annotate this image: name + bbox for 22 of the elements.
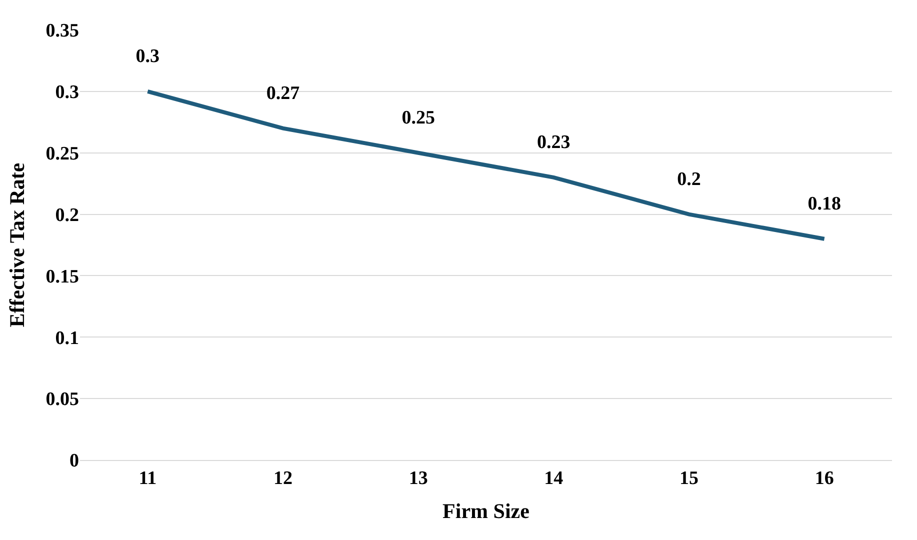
x-axis-title: Firm Size	[442, 499, 530, 523]
data-label: 0.23	[537, 132, 570, 153]
data-label: 0.2	[677, 168, 701, 190]
y-tick-label: 0.05	[46, 389, 79, 410]
data-label: 0.3	[136, 46, 160, 67]
y-tick-label: 0.1	[55, 328, 79, 349]
x-tick-label: 11	[138, 468, 157, 489]
y-tick-label: 0.35	[46, 20, 79, 42]
y-tick-label: 0.3	[55, 82, 79, 104]
y-axis-title: Effective Tax Rate	[4, 162, 29, 328]
data-label: 0.18	[808, 193, 841, 214]
x-tick-label: 15	[680, 468, 698, 489]
x-tick-label: 12	[274, 468, 292, 489]
data-label: 0.27	[266, 82, 300, 104]
y-tick-label: 0.25	[46, 144, 79, 165]
y-tick-label: 0.15	[46, 266, 79, 288]
y-tick-label: 0.2	[55, 204, 79, 226]
x-tick-label: 13	[408, 468, 428, 489]
data-label: 0.25	[402, 107, 435, 128]
x-tick-label: 14	[544, 468, 564, 489]
x-tick-label: 16	[814, 468, 834, 489]
y-tick-label: 0	[70, 450, 79, 472]
